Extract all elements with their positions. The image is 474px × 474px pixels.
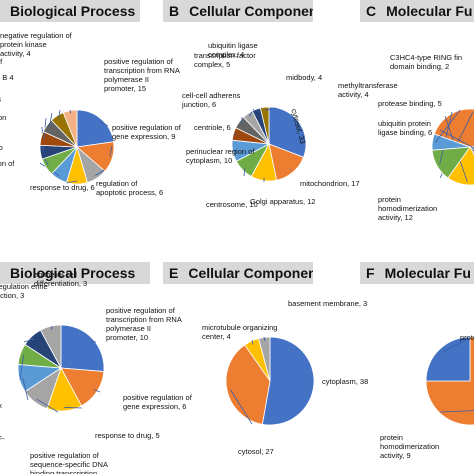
leader-line: [48, 112, 53, 128]
leader-line: [310, 383, 313, 385]
slice-label: io: [0, 143, 3, 152]
panel-header-a: Biological Process: [0, 0, 140, 22]
panel-title-f: Molecular Fu: [384, 265, 471, 281]
pie-slice: [39, 324, 62, 369]
slice-label: centrosome, 10: [206, 200, 258, 209]
leader-line: [64, 407, 83, 409]
slice-label: ion of: [0, 159, 15, 168]
leader-line: [90, 340, 97, 343]
slice-label: transcription factor complex, 5: [194, 51, 256, 69]
pie-slice: [76, 109, 115, 148]
slice-label: protein homodimerization activity, 9: [380, 433, 439, 460]
slice-label: centriole, 6: [194, 123, 231, 132]
panel-header-d: Biological Process: [0, 262, 150, 284]
panel-header-f: F Molecular Fu: [360, 262, 474, 284]
slice-label: Golgi apparatus, 12: [250, 197, 315, 206]
leader-line: [251, 339, 254, 345]
pie-slice: [259, 106, 270, 145]
leader-line: [22, 377, 29, 401]
pie-slice: [425, 336, 474, 426]
leader-line: [109, 145, 113, 157]
slice-label: positive regulation of sequence-specific …: [30, 451, 108, 474]
leader-line: [263, 336, 266, 341]
panel-letter-e: E: [169, 265, 179, 281]
slice-label: 4: [0, 95, 1, 104]
slice-label: ubiquitin ligase complex, 4: [208, 41, 258, 59]
leader-line: [23, 338, 35, 343]
slice-label: basement membrane, 3: [288, 299, 367, 308]
slice-label: negative regulation of protein kinase acti…: [0, 31, 73, 58]
slice-label: protein homodimerization activity, 12: [378, 195, 437, 222]
slice-label: on: [0, 113, 6, 122]
slice-label: positive regulation of transcription from…: [104, 57, 180, 93]
pie-slice: [225, 344, 271, 425]
slice-label: e B 4: [0, 73, 14, 82]
panel-title-b: Cellular Component: [189, 3, 313, 19]
pie-chart-5: cytoplasm, 38 cytosol, 27 microtubule orga…: [202, 299, 368, 456]
slice-label: response to drug, 5: [95, 431, 160, 440]
panel-title-e: Cellular Component: [188, 265, 313, 281]
pie-chart-1: positive regulation of transcription from…: [0, 31, 182, 197]
leader-line: [65, 180, 78, 184]
leader-line: [264, 107, 277, 111]
panel-header-b: B Cellular Component: [163, 0, 313, 22]
pie-slice: [60, 324, 105, 372]
pie-slice: [261, 336, 315, 426]
slice-label: response to drug, 6: [30, 183, 95, 192]
slice-label: positive regulation of gene expression, 9: [112, 123, 182, 141]
slice-label: cell-cell adherens junction, 6: [181, 91, 241, 109]
slice-label: mitochondrion, 17: [300, 179, 360, 188]
slice-label: regulation erinenction, 3: [0, 282, 48, 300]
leader-line: [95, 169, 105, 176]
leader-line: [58, 109, 61, 119]
leader-line: [93, 389, 101, 393]
panel-header-e: E Cellular Component: [163, 262, 313, 284]
slice-label: cytoplasm, 38: [322, 377, 368, 386]
panel-letter-c: C: [366, 3, 377, 19]
leader-line: [435, 109, 461, 143]
slice-label: protease binding, 5: [378, 99, 442, 108]
slice-label: ubiquitin protein ligase binding, 6: [378, 119, 432, 137]
slice-label: midbody, 4: [286, 73, 322, 82]
slice-label: microtubule organizing center, 4: [202, 323, 277, 341]
pie-slice: [431, 133, 471, 151]
leader-line: [19, 355, 24, 381]
slice-label: NF-: [0, 434, 5, 443]
panel-letter-b: B: [169, 3, 180, 19]
panel-header-c: C Molecular Fu: [360, 0, 474, 22]
slice-label: epithelial cell differentiation, 3: [34, 270, 87, 288]
pie-chart-3: protein homodimerization activity, 12 ubiqu…: [338, 53, 474, 222]
slice-label: positive regulation of gene expression, 6: [123, 393, 193, 411]
panel-title-d: Biological Process: [10, 265, 136, 281]
pie-slice: [425, 336, 471, 382]
panel-title-c: Molecular Fu: [386, 3, 473, 19]
panel-letter-f: F: [366, 265, 375, 281]
slice-label: of: [0, 57, 3, 66]
leader-line: [231, 150, 236, 152]
pie-slice: [268, 106, 307, 158]
leader-line: [69, 109, 71, 114]
slice-label: methyltransferase activity, 4: [338, 81, 398, 99]
leader-line: [439, 410, 474, 413]
slice-label: cytosol, 27: [238, 447, 274, 456]
leader-line: [230, 389, 253, 425]
leader-line: [243, 167, 246, 177]
leader-line: [50, 325, 53, 330]
slice-label: regulation of apoptotic process, 6: [96, 179, 163, 197]
slice-label: perinuclear region of cytoplasm, 10: [186, 147, 255, 165]
leader-line: [36, 398, 59, 413]
panel-title-a: Biological Process: [10, 3, 136, 19]
slice-label: positive regulation of transcription from…: [106, 306, 182, 342]
slice-label: C3HC4-type RING fin domain binding, 2: [390, 53, 462, 71]
pie-slice: [447, 146, 474, 186]
leader-line: [439, 129, 474, 149]
slice-label: rix: [0, 401, 2, 410]
leader-line: [99, 120, 109, 127]
leader-line: [441, 339, 467, 353]
pie-chart-4: positive regulation of transcription from…: [0, 270, 193, 474]
slice-label: prote: [460, 333, 474, 342]
